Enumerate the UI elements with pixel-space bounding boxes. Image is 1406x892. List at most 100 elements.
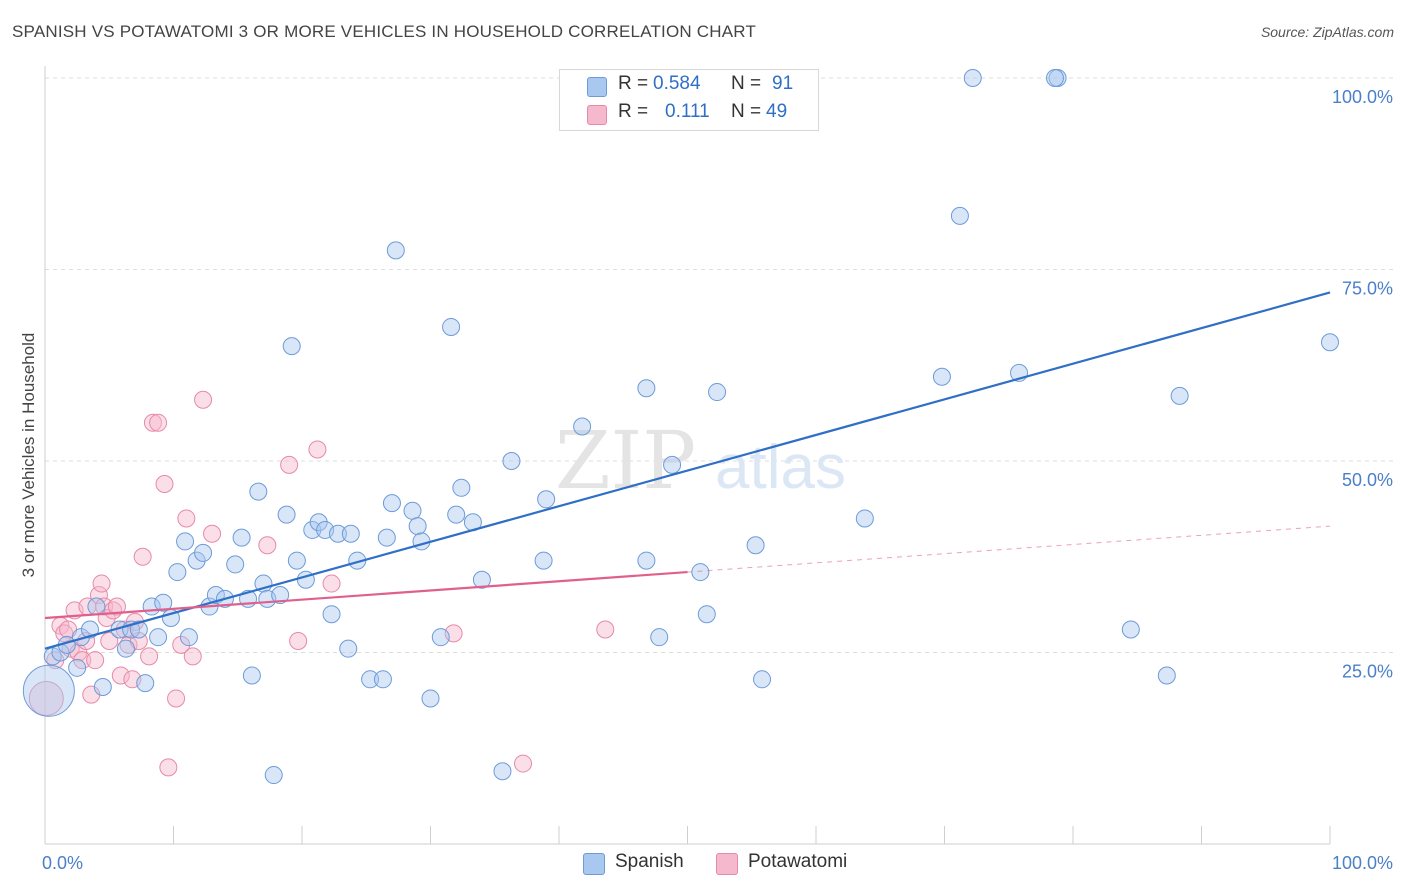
spanish-point [746, 536, 765, 555]
spanish-point [408, 517, 427, 536]
legend-swatch-spanish [583, 853, 605, 875]
spanish-point [226, 555, 245, 574]
potawatomi-trend-line [44, 570, 688, 620]
grid-lines [45, 77, 1395, 653]
spanish-point [136, 674, 155, 693]
spanish-point [194, 543, 213, 562]
potawatomi-point [172, 635, 191, 654]
y-axis-label: 3 or more Vehicles in Household [19, 333, 38, 578]
potawatomi-point [194, 390, 213, 409]
spanish-point [93, 677, 112, 696]
stats-row-spanish: R = 0.584 N = 91 [560, 73, 818, 99]
spanish-point [277, 505, 296, 524]
stats-legend-box: R = 0.584 N = 91 R = 0.111 N = 49 [559, 69, 819, 131]
spanish-point [129, 620, 148, 639]
spanish-point [168, 563, 187, 582]
spanish-point [502, 452, 521, 470]
stats-row-potawatomi: R = 0.111 N = 49 [560, 101, 818, 127]
spanish-point [68, 658, 87, 677]
spanish-point [1157, 666, 1176, 685]
spanish-point [377, 528, 396, 547]
spanish-point [1170, 386, 1189, 405]
spanish-point [287, 551, 306, 570]
spanish-point [1321, 333, 1339, 352]
potawatomi-point [167, 689, 186, 708]
spanish-point [447, 505, 466, 524]
spanish-point [950, 206, 969, 225]
spanish-point [637, 379, 656, 398]
chart-title: SPANISH VS POTAWATOMI 3 OR MORE VEHICLES… [12, 22, 757, 41]
potawatomi-point [155, 474, 174, 493]
spanish-r-value: 0.584 [653, 73, 701, 94]
spanish-point [1046, 69, 1065, 87]
spanish-point [179, 628, 198, 647]
spanish-point [442, 317, 461, 336]
potawatomi-point [28, 680, 64, 716]
potawatomi-point [596, 620, 615, 639]
spanish-trend-line [44, 291, 1331, 650]
spanish-point [341, 524, 360, 543]
potawatomi-point [177, 509, 196, 528]
potawatomi-point [183, 647, 202, 666]
spanish-point [708, 383, 727, 402]
spanish-point [116, 639, 135, 658]
spanish-point [691, 563, 710, 582]
potawatomi-point [140, 647, 159, 666]
legend-label-potawatomi: Potawatomi [748, 851, 848, 872]
potawatomi-point [107, 597, 126, 616]
y-tick-label: 50.0% [1342, 470, 1393, 490]
spanish-point [232, 528, 251, 547]
spanish-points [22, 69, 1339, 785]
spanish-point [412, 532, 431, 551]
spanish-point [1121, 620, 1140, 639]
spanish-point [87, 597, 106, 616]
spanish-point [452, 478, 471, 497]
spanish-point [663, 455, 682, 474]
spanish-point [431, 628, 450, 647]
potawatomi-point [289, 632, 308, 651]
potawatomi-point [514, 754, 533, 773]
spanish-point [303, 520, 322, 539]
spanish-point [472, 570, 491, 589]
spanish-point [309, 513, 328, 532]
tick-labels: 25.0% 50.0% 75.0% 100.0% 0.0% 100.0% [42, 87, 1393, 873]
spanish-point [322, 605, 341, 624]
potawatomi-trend-extension [687, 525, 1331, 573]
spanish-swatch [587, 77, 607, 97]
potawatomi-swatch [587, 105, 607, 125]
spanish-point [271, 586, 290, 605]
spanish-point [149, 628, 168, 647]
source-label: Source: ZipAtlas.com [1260, 24, 1394, 40]
spanish-point [382, 494, 401, 513]
spanish-point [493, 762, 512, 781]
y-tick-label: 25.0% [1342, 662, 1393, 682]
potawatomi-point [280, 455, 299, 474]
potawatomi-points [28, 390, 615, 777]
spanish-point [361, 670, 380, 689]
spanish-point [421, 689, 440, 708]
potawatomi-point [100, 632, 119, 651]
potawatomi-r-value: 0.111 [665, 101, 710, 122]
x-tick-label: 0.0% [42, 853, 83, 873]
potawatomi-n-label: N = [731, 101, 762, 122]
potawatomi-point [95, 597, 114, 616]
axes [44, 66, 1331, 845]
watermark-zip: ZIP [555, 414, 696, 507]
spanish-point [753, 670, 772, 689]
spanish-point [573, 417, 592, 436]
spanish-n-label: N = [731, 73, 762, 94]
x-tick-label: 100.0% [1332, 853, 1393, 873]
spanish-point [328, 524, 347, 543]
y-tick-label: 100.0% [1332, 87, 1393, 107]
potawatomi-point [111, 666, 130, 685]
potawatomi-point [203, 524, 222, 543]
spanish-point [22, 664, 75, 717]
spanish-point [176, 532, 195, 551]
spanish-point [963, 69, 982, 87]
spanish-point [242, 666, 261, 685]
spanish-point [373, 670, 392, 689]
spanish-point [249, 482, 268, 501]
spanish-point [403, 501, 422, 520]
potawatomi-point [258, 536, 277, 555]
spanish-point [855, 509, 874, 528]
